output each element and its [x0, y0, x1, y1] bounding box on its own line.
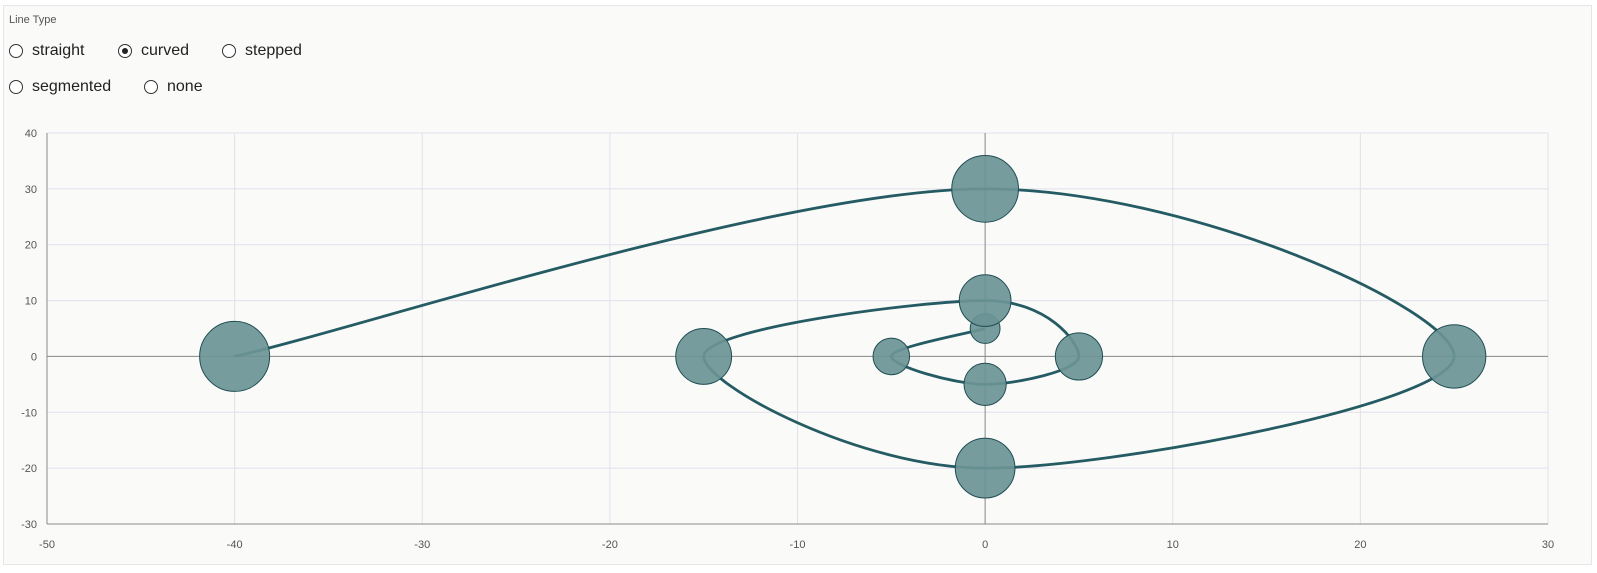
radio-curved-circle[interactable]	[118, 44, 132, 58]
radio-straight-circle[interactable]	[9, 44, 23, 58]
radio-curved[interactable]: curved	[118, 42, 189, 60]
radio-stepped-label[interactable]: stepped	[245, 42, 302, 59]
series-line-layer	[234, 187, 1456, 470]
radio-segmented[interactable]: segmented	[9, 78, 111, 96]
radio-none[interactable]: none	[144, 78, 203, 96]
bubble-point[interactable]	[954, 437, 1016, 499]
bubble-point[interactable]	[1054, 332, 1104, 381]
bubble-point[interactable]	[951, 154, 1019, 223]
bubble-layer	[199, 154, 1487, 499]
y-tick-label: 40	[25, 128, 37, 140]
grid-layer	[47, 132, 1549, 524]
line-type-label: Line Type	[9, 14, 57, 26]
bubble-point[interactable]	[963, 362, 1007, 406]
x-tick-label: 30	[1542, 539, 1554, 551]
bubble-point[interactable]	[675, 328, 733, 385]
y-tick-label: 0	[31, 351, 37, 363]
x-tick-label: -10	[790, 539, 806, 551]
radio-curved-label[interactable]: curved	[141, 42, 190, 59]
y-tick-label: -30	[21, 519, 37, 531]
x-tick-label: -40	[227, 539, 243, 551]
radio-stepped-circle[interactable]	[222, 44, 236, 58]
y-tick-label: -10	[21, 407, 37, 419]
x-tick-label: 10	[1167, 539, 1179, 551]
radio-segmented-label[interactable]: segmented	[32, 78, 112, 95]
y-tick-label: 20	[25, 240, 37, 252]
radio-none-label[interactable]: none	[167, 78, 203, 95]
tick-labels: -50 -40 -30 -20 -10 0 10 20 30 -30 -20 -10 0 10 20 30 40	[21, 128, 1554, 551]
y-tick-label: 30	[25, 184, 37, 196]
x-tick-label: -30	[414, 539, 430, 551]
radio-straight-label[interactable]: straight	[32, 42, 85, 59]
y-tick-label: 10	[25, 296, 37, 308]
bubble-point[interactable]	[199, 320, 271, 392]
x-tick-label: 20	[1354, 539, 1366, 551]
x-tick-label: -50	[39, 539, 55, 551]
series-line	[234, 187, 1456, 470]
x-tick-label: -20	[602, 539, 618, 551]
x-tick-label: 0	[982, 539, 988, 551]
radio-segmented-circle[interactable]	[9, 80, 23, 94]
radio-straight[interactable]: straight	[9, 42, 84, 60]
radio-none-circle[interactable]	[144, 80, 158, 94]
y-tick-label: -20	[21, 463, 37, 475]
bubble-point[interactable]	[958, 274, 1012, 327]
bubble-point[interactable]	[1422, 324, 1487, 389]
radio-stepped[interactable]: stepped	[222, 42, 302, 60]
bubble-point[interactable]	[872, 337, 911, 376]
